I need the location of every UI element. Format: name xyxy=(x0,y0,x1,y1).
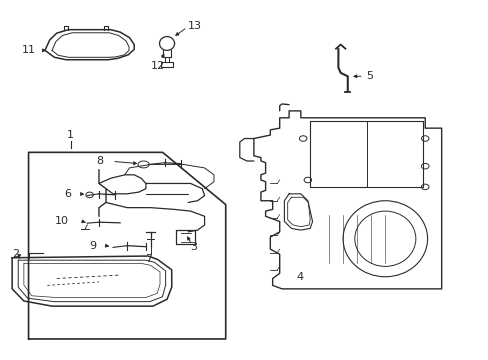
Text: 5: 5 xyxy=(366,71,373,81)
Text: 10: 10 xyxy=(54,216,68,226)
Text: 7: 7 xyxy=(144,254,151,264)
Text: 9: 9 xyxy=(89,241,97,251)
Text: 1: 1 xyxy=(67,130,74,140)
Text: 2: 2 xyxy=(12,249,19,259)
Text: 8: 8 xyxy=(96,156,103,166)
Text: 13: 13 xyxy=(188,21,202,31)
Text: 11: 11 xyxy=(21,45,36,55)
Text: 3: 3 xyxy=(190,242,197,252)
Text: 4: 4 xyxy=(296,272,303,282)
Text: 12: 12 xyxy=(150,61,164,71)
Text: 6: 6 xyxy=(63,189,71,199)
